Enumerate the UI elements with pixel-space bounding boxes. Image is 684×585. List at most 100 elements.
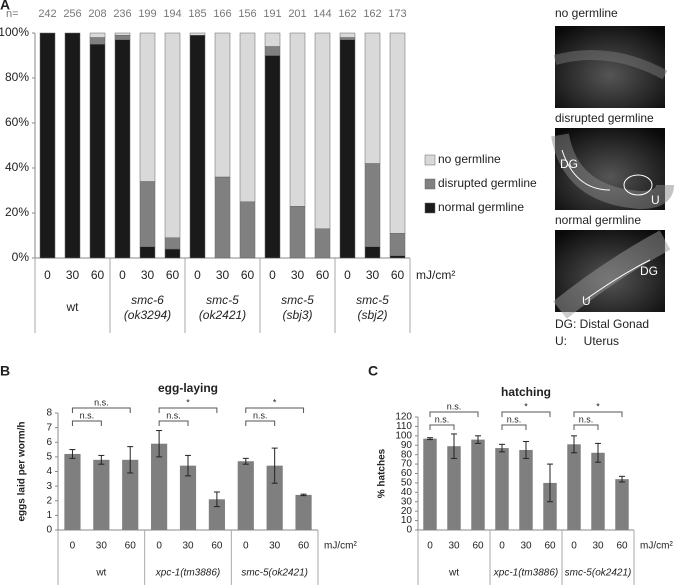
n-value: 144: [313, 8, 331, 20]
x-tick-label: 0: [269, 268, 276, 282]
unit-label: mJ/cm²: [640, 541, 673, 552]
bar: [519, 449, 533, 530]
worm: [551, 133, 674, 210]
bar: [64, 453, 81, 530]
y-axis-label: eggs laid per worm/h: [17, 421, 28, 521]
bar: [471, 439, 485, 530]
n-value: 173: [388, 8, 406, 20]
bar: [495, 448, 509, 530]
significance-label: *: [524, 401, 528, 411]
n-value: 191: [263, 8, 281, 20]
n-value: 156: [238, 8, 256, 20]
bar: [447, 446, 461, 530]
significance-bracket: [429, 411, 479, 417]
gonad-outline: [561, 149, 611, 191]
x-tick-label: 0: [156, 541, 162, 552]
n-value: 194: [163, 8, 181, 20]
bar-segment: [89, 37, 106, 45]
annotation: DG: [640, 264, 658, 278]
x-tick-label: 0: [194, 268, 201, 282]
x-tick-label: 30: [448, 541, 460, 552]
significance-label: n.s.: [507, 414, 522, 424]
bar-segment: [314, 32, 331, 229]
y-tick-label: 8: [46, 408, 52, 419]
bar-segment: [264, 55, 281, 259]
significance-label: *: [186, 397, 190, 407]
bar-segment: [164, 248, 181, 259]
x-tick-label: 60: [472, 541, 484, 552]
micrograph-label: disrupted germline: [555, 111, 654, 125]
worm: [553, 50, 668, 80]
significance-label: n.s.: [94, 397, 109, 407]
micrographs: no germline disrupted germline DG U norm…: [551, 6, 674, 348]
significance-label: n.s.: [166, 410, 181, 420]
group-label: wt: [95, 568, 106, 579]
bar: [295, 494, 312, 530]
significance-bracket: [573, 411, 623, 417]
x-tick-label: 60: [241, 268, 255, 282]
y-tick-label: 1: [46, 510, 52, 521]
y-tick-label: 30: [401, 496, 413, 507]
x-tick-label: 30: [216, 268, 230, 282]
n-value: 236: [113, 8, 131, 20]
significance-bracket: [71, 420, 102, 426]
n-value: 256: [63, 8, 81, 20]
bar-segment: [89, 32, 106, 38]
x-tick-label: 30: [96, 541, 108, 552]
x-tick-label: 0: [243, 541, 249, 552]
bar-segment: [364, 163, 381, 247]
y-tick-label: 0%: [12, 250, 30, 264]
panel-label: C: [368, 363, 378, 379]
y-tick-label: 80: [401, 449, 413, 460]
bar-segment: [114, 39, 131, 259]
group-label: smc-5: [281, 293, 314, 307]
legend-swatch: [424, 202, 436, 214]
y-tick-label: 50: [401, 478, 413, 489]
x-tick-label: 0: [427, 541, 433, 552]
n-value: 162: [338, 8, 356, 20]
y-tick-label: 120: [395, 412, 412, 423]
x-tick-label: 60: [391, 268, 405, 282]
group-label: (ok3294): [124, 308, 171, 322]
bar-segment: [339, 39, 356, 259]
n-value: 162: [363, 8, 381, 20]
significance-label: n.s.: [579, 414, 594, 424]
significance-bracket: [158, 407, 218, 413]
panel-label: B: [0, 363, 10, 379]
significance-bracket: [429, 424, 455, 430]
group-label: smc-5(ok2421): [241, 568, 308, 579]
group-label: smc-6: [131, 293, 164, 307]
x-tick-label: 30: [182, 541, 194, 552]
bar: [423, 438, 437, 530]
bar-segment: [114, 32, 131, 36]
x-tick-label: 30: [592, 541, 604, 552]
bar-segment: [214, 32, 231, 178]
y-tick-label: 4: [46, 466, 52, 477]
x-tick-label: 60: [125, 541, 137, 552]
x-tick-label: 60: [316, 268, 330, 282]
annotation: U: [582, 294, 591, 308]
bar-segment: [189, 32, 206, 36]
y-tick-label: 100%: [0, 25, 29, 39]
bar-segment: [339, 32, 356, 38]
y-tick-label: 5: [46, 452, 52, 463]
annotation: U: [651, 193, 660, 207]
y-tick-label: 3: [46, 481, 52, 492]
key: U: Uterus: [555, 334, 619, 348]
bar-segment: [64, 32, 81, 259]
y-tick-label: 40%: [5, 160, 29, 174]
bar-segment: [139, 181, 156, 247]
bar-segment: [239, 32, 256, 202]
bar: [151, 443, 168, 530]
legend-label: normal germline: [438, 200, 524, 214]
significance-bracket: [245, 407, 305, 413]
x-tick-label: 30: [269, 541, 281, 552]
y-tick-label: 80%: [5, 70, 29, 84]
n-value: 185: [188, 8, 206, 20]
unit-label: mJ/cm²: [324, 541, 357, 552]
y-tick-label: 60%: [5, 115, 29, 129]
x-tick-label: 60: [91, 268, 105, 282]
bar-segment: [289, 206, 306, 259]
chart-title: hatching: [501, 385, 551, 399]
